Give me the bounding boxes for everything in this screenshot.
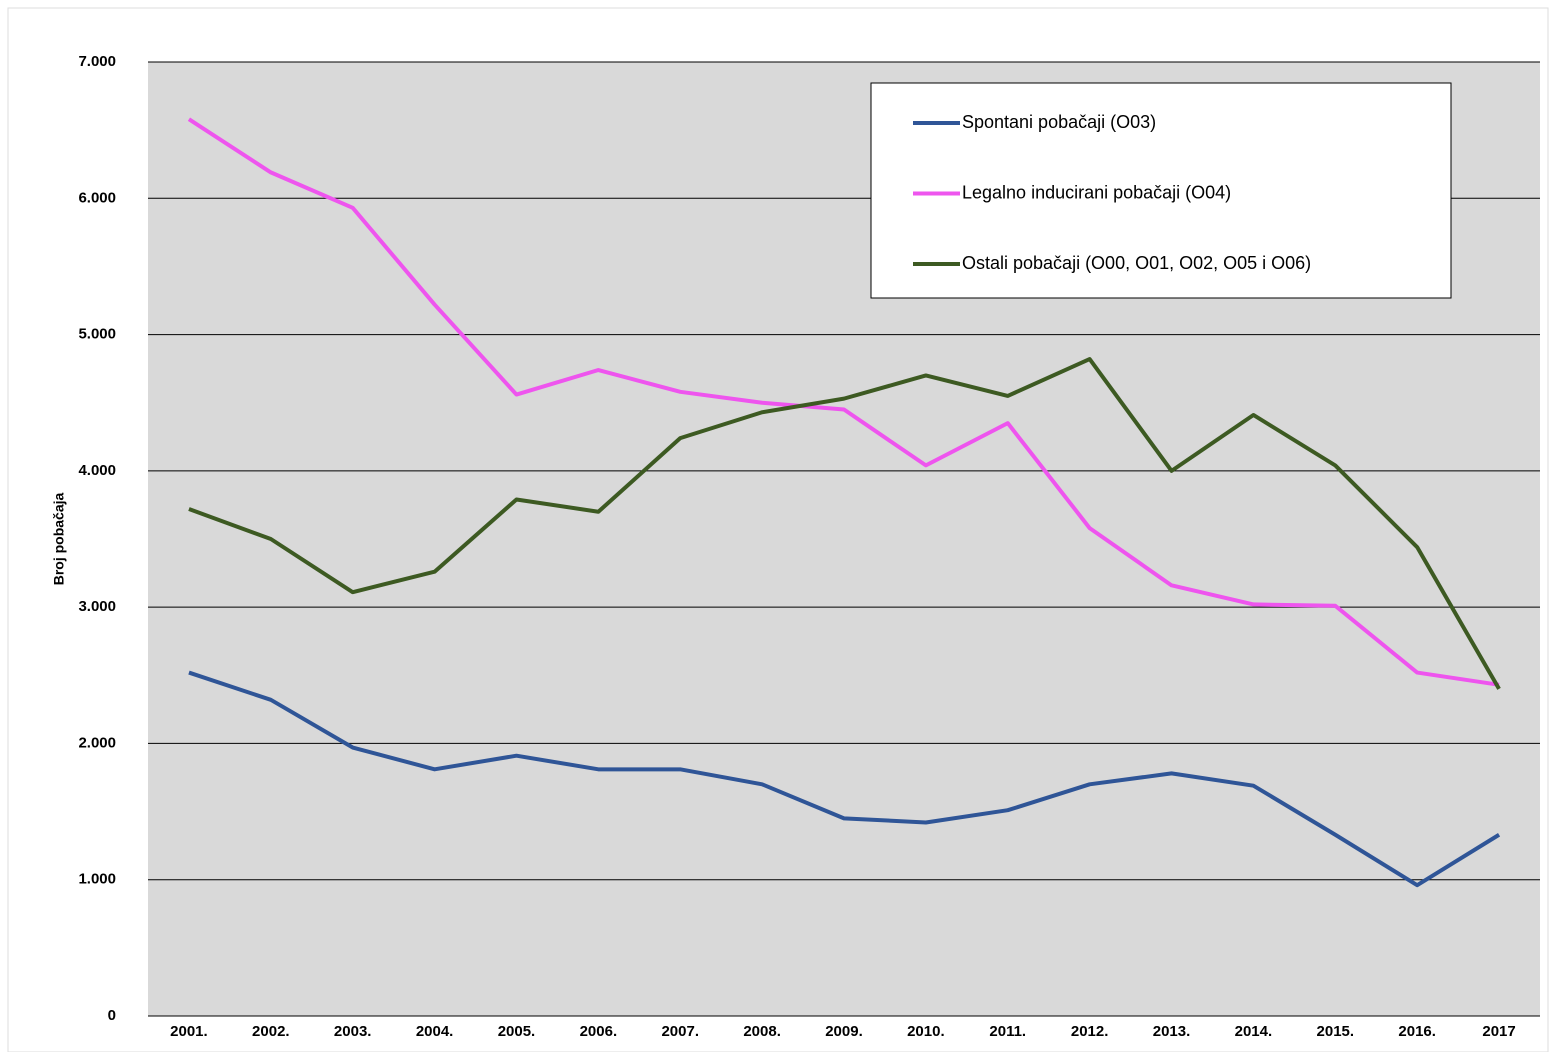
y-tick-label: 4.000 [78,462,116,479]
x-tick-label: 2007. [661,1023,699,1040]
x-tick-label: 2004. [416,1023,454,1040]
x-tick-label: 2012. [1071,1023,1109,1040]
legend-label: Spontani pobačaji (O03) [962,112,1156,132]
line-series [188,670,1501,888]
y-tick-label: 3.000 [78,598,116,615]
x-tick-label: 2017 [1482,1023,1515,1040]
x-tick-label: 2013. [1153,1023,1191,1040]
line-series [187,117,1500,687]
y-tick-label: 5.000 [78,326,116,343]
legend-box [870,82,1452,299]
y-tick-label: 2.000 [78,734,116,751]
x-tick-label: 2002. [252,1023,290,1040]
y-tick-label: 6.000 [78,189,116,206]
legend-label: Ostali pobačaji (O00, O01, O02, O05 i O0… [962,253,1311,273]
y-tick-label: 1.000 [78,871,116,888]
x-tick-label: 2010. [907,1023,945,1040]
x-tick-label: 2011. [989,1023,1026,1040]
x-tick-label: 2008. [743,1023,781,1040]
x-tick-label: 2001. [170,1023,208,1040]
x-tick-label: 2003. [334,1023,372,1040]
legend-label: Legalno inducirani pobačaji (O04) [962,182,1231,202]
x-tick-label: 2016. [1398,1023,1436,1040]
y-axis-label: Broj pobačaja [51,493,67,586]
x-tick-label: 2005. [498,1023,536,1040]
x-tick-label: 2014. [1235,1023,1273,1040]
y-tick-label: 0 [108,1007,116,1024]
y-tick-label: 7.000 [78,53,116,70]
x-tick-label: 2006. [580,1023,618,1040]
x-tick-label: 2015. [1317,1023,1355,1040]
line-series [188,357,1501,690]
x-tick-label: 2009. [825,1023,863,1040]
